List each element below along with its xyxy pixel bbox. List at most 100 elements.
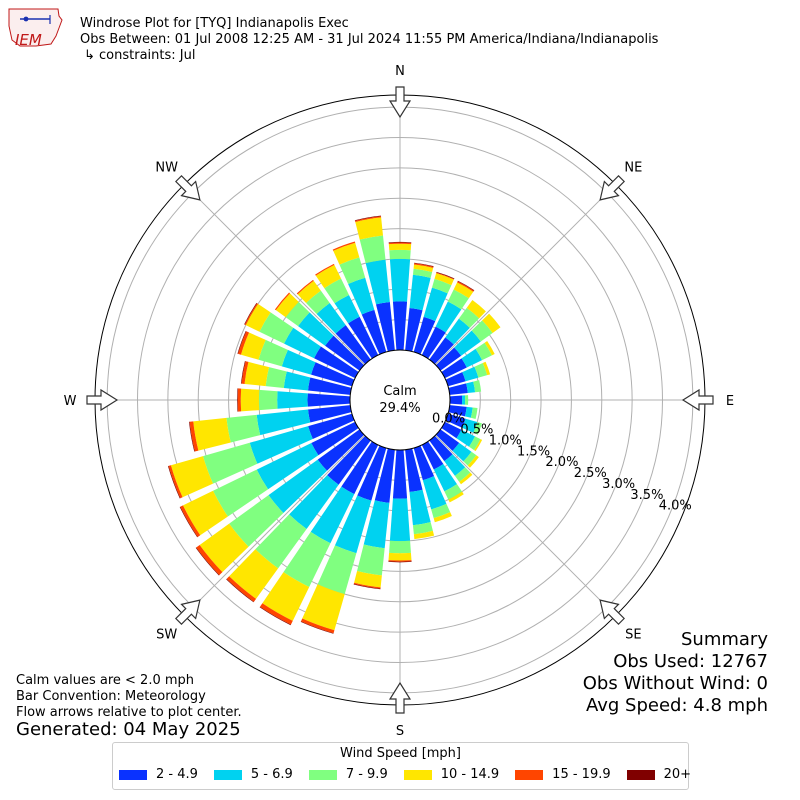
legend-item: 7 - 9.9 (308, 767, 388, 782)
bar-segment (203, 442, 258, 484)
bar-segment (475, 342, 492, 361)
legend-swatch (515, 769, 544, 780)
bar-segment (310, 486, 355, 544)
bar-segment (462, 366, 479, 382)
bar-segment (429, 435, 453, 462)
bar-segment (195, 547, 220, 576)
bar-segment (259, 606, 291, 626)
generated-date: Generated: 04 May 2025 (16, 719, 241, 740)
bar-segment (268, 459, 328, 513)
bar-segment (281, 349, 316, 375)
bar-segment (433, 464, 457, 492)
bar-segment (414, 262, 434, 267)
bar-segment (339, 257, 366, 284)
bar-segment (456, 429, 476, 447)
bar-segment (170, 456, 214, 498)
bar-segment (226, 414, 261, 443)
radial-tick-label: 2.5% (574, 466, 607, 481)
bar-segment (457, 280, 475, 291)
bar-segment (441, 421, 462, 439)
bar-segment (355, 217, 384, 240)
bar-segment (484, 340, 495, 356)
calm-label: Calm (383, 384, 416, 399)
bar-segment (463, 451, 477, 466)
summary-obs-without-wind: Obs Without Wind: 0 (582, 673, 768, 694)
bar-segment (193, 417, 231, 451)
bar-segment (240, 332, 266, 360)
bar-segment (285, 301, 310, 327)
bar-segment (167, 465, 181, 499)
legend-item: 5 - 6.9 (213, 767, 293, 782)
legend-label: 20+ (663, 767, 692, 782)
bar-segment (474, 439, 483, 452)
bar-segment (421, 441, 444, 470)
bar-segment (405, 448, 423, 493)
bar-segment (389, 249, 411, 260)
bar-segment (388, 560, 412, 562)
radial-tick-label: 0.5% (460, 423, 493, 438)
bar-segment (199, 523, 249, 573)
bar-segment (348, 277, 375, 315)
bar-segment (357, 445, 387, 501)
compass-label: SW (156, 627, 177, 642)
bar-segment (258, 339, 288, 367)
bar-segment (237, 388, 239, 412)
bar-segment (413, 445, 435, 481)
bar-segment (341, 441, 379, 495)
bar-segment (405, 307, 423, 352)
bar-segment (361, 309, 387, 355)
bar-segment (461, 395, 466, 405)
bar-segment (357, 544, 385, 576)
bar-segment (467, 455, 479, 468)
bar-segment (473, 380, 482, 393)
compass-label: NE (624, 161, 642, 176)
bar-segment (353, 583, 381, 590)
bar-segment (464, 406, 473, 418)
bar-segment (433, 512, 452, 523)
bar-segment (334, 294, 360, 324)
bar-segment (448, 405, 467, 417)
grid-ring (197, 197, 603, 603)
bar-segment (283, 371, 311, 391)
radial-ticks: 0.0%0.5%1.0%1.5%2.0%2.5%3.0%3.5%4.0% (432, 412, 692, 514)
radial-tick-label: 2.0% (545, 455, 578, 470)
bar-segment (256, 409, 311, 436)
legend-title: Wind Speed [mph] (340, 746, 461, 761)
bar-segment (389, 258, 411, 302)
legend-items: 2 - 4.9 5 - 6.9 7 - 9.9 10 - 14.9 15 - 19.9 2… (119, 767, 707, 782)
bar-segment (302, 584, 345, 631)
bar-segment (229, 495, 284, 547)
bar-segment (447, 289, 469, 310)
bar-segment (237, 388, 242, 412)
bar-segment (457, 281, 474, 292)
radial-tick-label: 3.0% (602, 477, 635, 492)
grid-ring (137, 137, 663, 663)
bar-segment (392, 301, 408, 351)
bar-segment (473, 422, 482, 435)
bar-segment (240, 361, 246, 384)
logo-text: IEM (15, 31, 42, 49)
bar-segment (262, 572, 310, 621)
legend-label: 2 - 4.9 (156, 767, 198, 782)
bar-segment (392, 449, 408, 499)
bar-segment (454, 467, 471, 482)
bar-segment (327, 435, 371, 485)
bar-segment (180, 505, 201, 537)
bar-segment (335, 325, 371, 365)
bar-segment (363, 500, 390, 549)
bar-segment (482, 313, 501, 333)
bar-segment (265, 367, 287, 388)
flow-arrow-icon (388, 681, 412, 714)
bar-segment (413, 264, 434, 273)
bar-segment (482, 361, 491, 376)
bar-segment (289, 475, 339, 530)
summary-obs-used: Obs Used: 12767 (613, 651, 768, 672)
bar-segment (471, 320, 493, 342)
bar-segment (297, 280, 321, 304)
bar-segment (244, 302, 258, 325)
bar-segment (333, 242, 360, 265)
flow-arrow-icon (86, 388, 119, 412)
legend-item: 2 - 4.9 (119, 767, 198, 782)
bar-segment (466, 299, 486, 319)
